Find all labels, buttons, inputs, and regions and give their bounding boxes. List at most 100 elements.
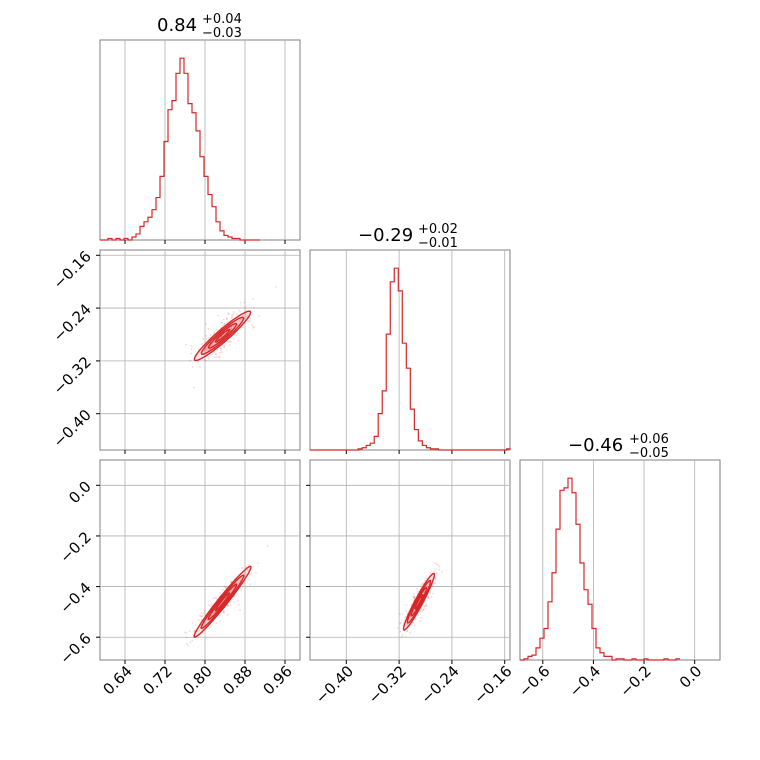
scatter-point <box>198 629 201 632</box>
scatter-point <box>427 596 430 598</box>
scatter-point <box>200 612 203 614</box>
contour-line <box>414 594 424 610</box>
scatter-point <box>218 591 221 594</box>
scatter-point <box>226 613 229 616</box>
scatter-point <box>199 365 202 368</box>
scatter-point <box>215 596 218 599</box>
scatter-point <box>226 317 228 320</box>
title-0-value: 0.84 <box>157 15 197 36</box>
scatter-point <box>413 596 416 599</box>
scatter-point <box>404 615 407 618</box>
scatter-point <box>213 340 216 343</box>
scatter-point <box>217 355 220 358</box>
contour-line <box>200 316 245 356</box>
scatter-point <box>434 581 437 584</box>
scatter-point <box>256 562 259 564</box>
scatter-point <box>189 641 192 644</box>
scatter-point <box>438 565 441 568</box>
scatter-point <box>236 323 239 326</box>
scatter-point <box>425 577 428 580</box>
scatter-point <box>210 344 213 346</box>
scatter-point <box>197 619 200 622</box>
scatter-point <box>413 596 415 599</box>
scatter-point <box>426 595 429 598</box>
scatter-point <box>215 328 218 331</box>
scatter-point <box>185 632 188 635</box>
x-tick-label: 0.80 <box>179 662 215 698</box>
panel-scatter-0-1: −0.40 −0.32 −0.24 −0.16 <box>50 247 301 454</box>
scatter-point <box>240 589 243 592</box>
scatter-point <box>249 319 252 322</box>
scatter-point <box>423 591 425 594</box>
scatter-point <box>434 577 436 580</box>
scatter-point <box>231 316 234 319</box>
scatter-point <box>191 639 194 642</box>
scatter-point <box>400 622 402 624</box>
contour-line <box>214 328 231 343</box>
scatter-point <box>244 573 247 575</box>
scatter-point <box>214 353 217 356</box>
scatter-point <box>406 629 409 632</box>
scatter-point <box>404 635 407 638</box>
scatter-point <box>233 595 236 598</box>
scatter-point <box>412 593 415 596</box>
scatter-point <box>230 580 233 583</box>
scatter-point <box>251 324 254 327</box>
scatter-point <box>200 615 202 618</box>
scatter-point <box>208 348 211 351</box>
title-1-plus: +0.02 <box>418 222 458 237</box>
scatter-point <box>405 604 408 607</box>
scatter-point <box>225 317 228 320</box>
scatter-point <box>237 581 240 584</box>
panel-frame <box>519 459 721 661</box>
scatter-point <box>413 596 416 599</box>
scatter-point <box>258 315 260 318</box>
scatter-point <box>423 579 426 582</box>
scatter-point <box>434 568 437 571</box>
scatter-point <box>185 636 188 639</box>
scatter-point <box>217 314 219 317</box>
scatter-point <box>202 614 205 617</box>
scatter-point <box>205 334 208 337</box>
scatter-point <box>215 353 218 356</box>
scatter-point <box>437 564 440 566</box>
x-tick-label: −0.4 <box>566 662 604 700</box>
x-tick-label: −0.32 <box>365 662 410 707</box>
scatter-point <box>421 582 424 585</box>
scatter-point <box>249 317 252 320</box>
scatter-point <box>412 621 415 624</box>
x-tick-label: −0.40 <box>312 662 357 707</box>
scatter-point <box>208 605 211 608</box>
scatter-point <box>223 611 225 614</box>
y-tick-label: −0.16 <box>50 247 95 292</box>
panel-scatter-0-2: 0.64 0.72 0.80 0.88 0.96 −0.6 −0.4 −0.2 0.0 <box>56 459 301 698</box>
y-tick-label: −0.6 <box>56 629 94 667</box>
panel-frame <box>309 459 511 661</box>
scatter-point <box>223 344 226 347</box>
scatter-point <box>411 595 414 598</box>
scatter-point <box>429 591 432 594</box>
scatter-point <box>237 332 239 335</box>
scatter-point <box>193 630 196 633</box>
contour-line <box>214 592 231 612</box>
scatter-point <box>242 326 244 329</box>
scatter-point <box>246 314 249 317</box>
scatter-point <box>193 386 195 389</box>
scatter-point <box>208 336 210 339</box>
scatter-point <box>225 321 228 323</box>
scatter-point <box>189 359 191 362</box>
scatter-point <box>204 359 207 361</box>
scatter-point <box>224 323 226 325</box>
scatter-point <box>419 620 422 622</box>
scatter-point <box>409 616 411 618</box>
x-tick-label: 0.0 <box>676 662 706 692</box>
scatter-point <box>238 320 241 322</box>
title-1-value: −0.29 <box>358 225 413 246</box>
x-tick-label: 0.64 <box>99 662 135 698</box>
scatter-point <box>214 356 216 359</box>
title-2-plus: +0.06 <box>629 432 669 447</box>
scatter-point <box>422 608 425 611</box>
scatter-point <box>204 359 207 362</box>
scatter-point <box>197 361 200 364</box>
scatter-point <box>227 340 230 343</box>
